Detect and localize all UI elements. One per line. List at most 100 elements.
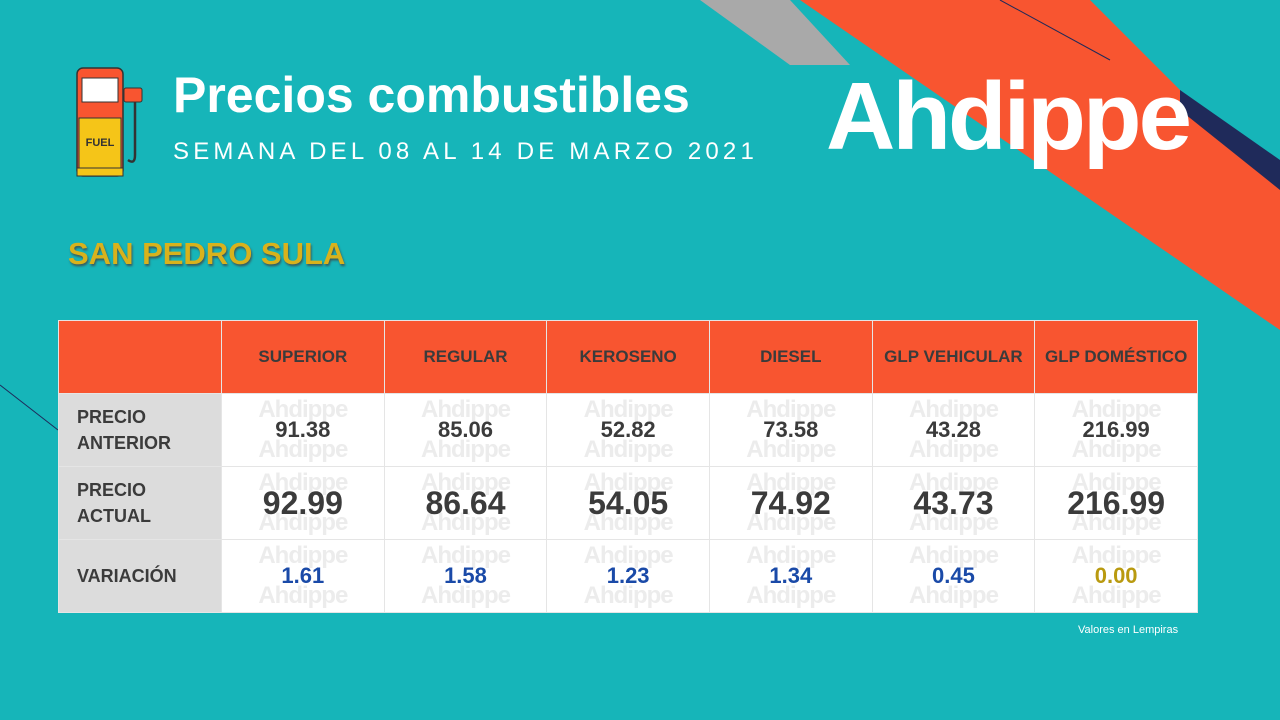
price-cell: Ahdippe Ahdippe 86.64 — [383, 466, 548, 540]
column-header: SUPERIOR — [221, 320, 385, 394]
watermark: Ahdippe — [746, 542, 836, 569]
price-cell: Ahdippe Ahdippe 216.99 — [1034, 393, 1198, 467]
price-value: 0.00 — [1094, 563, 1138, 588]
watermark: Ahdippe — [1071, 436, 1162, 463]
watermark: Ahdippe — [746, 582, 836, 609]
price-value: 54.05 — [588, 484, 669, 521]
table-row: PRECIO ACTUAL Ahdippe Ahdippe 92.99 Ahdippe A… — [58, 466, 1198, 540]
watermark: Ahdippe — [908, 582, 999, 609]
price-cell: Ahdippe Ahdippe 54.05 — [546, 466, 710, 540]
price-value: 1.34 — [769, 563, 813, 588]
price-value: 92.99 — [262, 484, 343, 521]
watermark: Ahdippe — [583, 509, 674, 536]
watermark: Ahdippe — [583, 469, 674, 496]
watermark: Ahdippe — [746, 509, 836, 536]
price-cell: Ahdippe Ahdippe 92.99 — [221, 466, 385, 540]
watermark: Ahdippe — [258, 509, 348, 536]
price-cell: Ahdippe Ahdippe 85.06 — [383, 393, 548, 467]
price-cell: Ahdippe Ahdippe 1.61 — [221, 539, 385, 613]
watermark: Ahdippe — [746, 436, 836, 463]
price-cell: Ahdippe Ahdippe 43.73 — [871, 466, 1036, 540]
price-value: 1.23 — [606, 563, 650, 588]
column-header: GLP DOMÉSTICO — [1034, 320, 1198, 394]
watermark: Ahdippe — [908, 509, 999, 536]
watermark: Ahdippe — [746, 469, 836, 496]
price-value: 85.06 — [437, 417, 494, 442]
price-value: 216.99 — [1067, 484, 1166, 521]
price-cell: Ahdippe Ahdippe 91.38 — [221, 393, 385, 467]
watermark: Ahdippe — [1071, 582, 1162, 609]
column-header: DIESEL — [708, 320, 873, 394]
column-header: GLP VEHICULAR — [871, 320, 1036, 394]
watermark: Ahdippe — [908, 436, 999, 463]
price-value: 74.92 — [750, 484, 831, 521]
watermark: Ahdippe — [746, 396, 836, 423]
watermark: Ahdippe — [583, 396, 674, 423]
gray-stripe — [700, 0, 850, 65]
price-cell: Ahdippe Ahdippe 52.82 — [546, 393, 710, 467]
orange-band — [800, 0, 1280, 330]
price-value: 216.99 — [1082, 417, 1150, 442]
watermark: Ahdippe — [583, 582, 674, 609]
price-value: 91.38 — [275, 417, 331, 442]
watermark: Ahdippe — [1071, 542, 1162, 569]
watermark: Ahdippe — [420, 469, 511, 496]
price-table: SUPERIOR REGULAR KEROSENO DIESEL GLP VEHICUL… — [58, 320, 1198, 613]
price-cell: Ahdippe Ahdippe 43.28 — [871, 393, 1036, 467]
price-cell: Ahdippe Ahdippe 216.99 — [1034, 466, 1198, 540]
footnote: Valores en Lempiras — [1078, 624, 1179, 636]
watermark: Ahdippe — [908, 396, 999, 423]
watermark: Ahdippe — [908, 469, 999, 496]
watermark: Ahdippe — [1071, 509, 1162, 536]
watermark: Ahdippe — [1071, 396, 1162, 423]
city: SAN PEDRO SULA — [68, 236, 346, 271]
price-cell: Ahdippe Ahdippe 74.92 — [708, 466, 873, 540]
watermark: Ahdippe — [583, 436, 674, 463]
watermark: Ahdippe — [583, 542, 674, 569]
watermark: Ahdippe — [420, 396, 511, 423]
table-row: VARIACIÓN Ahdippe Ahdippe 1.61 Ahdippe Ahdipp… — [58, 539, 1198, 613]
navy-stripe — [1180, 90, 1280, 190]
watermark: Ahdippe — [258, 582, 348, 609]
price-value: 52.82 — [600, 417, 656, 442]
price-value: 1.61 — [281, 563, 325, 588]
watermark: Ahdippe — [1071, 469, 1162, 496]
icon-label: FUEL — [86, 137, 115, 149]
column-header: KEROSENO — [546, 320, 710, 394]
price-cell: Ahdippe Ahdippe 0.00 — [1034, 539, 1198, 613]
logo: Ahdippe — [826, 63, 1192, 170]
price-cell: Ahdippe Ahdippe 73.58 — [708, 393, 873, 467]
watermark: Ahdippe — [258, 396, 348, 423]
price-value: 43.73 — [913, 484, 994, 521]
watermark: Ahdippe — [420, 582, 511, 609]
price-value: 0.45 — [932, 563, 975, 588]
price-value: 1.58 — [444, 563, 487, 588]
watermark: Ahdippe — [908, 542, 999, 569]
header-corner — [58, 320, 222, 394]
subtitle: SEMANA DEL 08 AL 14 DE MARZO 2021 — [173, 138, 759, 165]
row-label: VARIACIÓN — [58, 539, 222, 613]
price-value: 86.64 — [425, 484, 506, 521]
column-header: REGULAR — [383, 320, 548, 394]
price-value: 43.28 — [925, 417, 981, 442]
table-row: PRECIO ANTERIOR Ahdippe Ahdippe 91.38 Ahdipp… — [58, 393, 1198, 467]
price-value: 73.58 — [763, 417, 819, 442]
row-label: PRECIO ACTUAL — [58, 466, 222, 540]
title: Precios combustibles — [173, 67, 690, 123]
watermark: Ahdippe — [420, 436, 511, 463]
watermark: Ahdippe — [258, 542, 348, 569]
watermark: Ahdippe — [258, 469, 348, 496]
watermark: Ahdippe — [420, 509, 511, 536]
price-cell: Ahdippe Ahdippe 1.58 — [383, 539, 548, 613]
price-cell: Ahdippe Ahdippe 1.23 — [546, 539, 710, 613]
row-label: PRECIO ANTERIOR — [58, 393, 222, 467]
price-cell: Ahdippe Ahdippe 0.45 — [871, 539, 1036, 613]
price-cell: Ahdippe Ahdippe 1.34 — [708, 539, 873, 613]
accent-line — [0, 384, 59, 431]
watermark: Ahdippe — [420, 542, 511, 569]
watermark: Ahdippe — [258, 436, 348, 463]
accent-line — [999, 0, 1111, 61]
fuel-pump-icon: FUEL — [76, 67, 143, 177]
